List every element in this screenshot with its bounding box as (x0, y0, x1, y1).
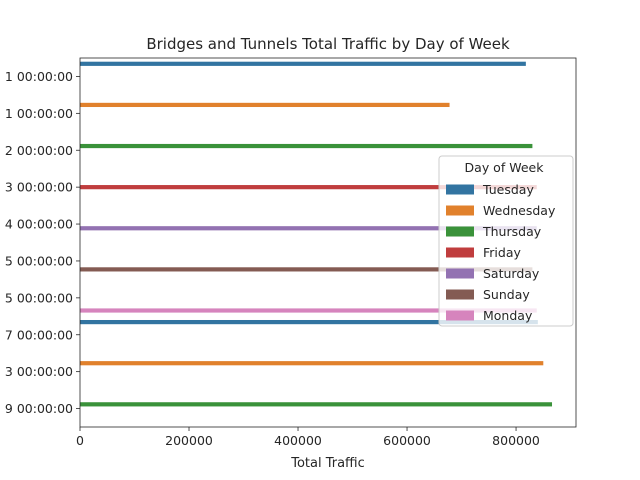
y-axis-ticks: 1 00:00:00 1 00:00:00 2 00:00:00 3 00:00:00… (5, 69, 80, 416)
x-tick-label: 800000 (492, 433, 540, 448)
x-tick-label: 600000 (383, 433, 431, 448)
bar-thursday-2 (80, 402, 553, 407)
x-tick-label: 400000 (274, 433, 322, 448)
bar-monday-1 (80, 308, 537, 313)
legend-swatch-friday (446, 247, 474, 258)
y-tick-label: 2 00:00:00 (5, 143, 73, 158)
bar-wednesday-1 (80, 102, 450, 108)
x-tick-label: 200000 (165, 433, 213, 448)
legend-label-sunday: Sunday (483, 287, 530, 302)
bar-wednesday-2 (80, 361, 544, 366)
x-axis-ticks: 0 200000 400000 600000 800000 (76, 427, 540, 448)
legend-label-tuesday: Tuesday (482, 182, 534, 197)
legend-label-wednesday: Wednesday (483, 203, 556, 218)
legend-label-saturday: Saturday (483, 266, 540, 281)
legend-swatch-wednesday (446, 205, 474, 216)
y-tick-label: 3 00:00:00 (5, 364, 73, 379)
bar-sunday-1 (80, 267, 533, 272)
legend-label-friday: Friday (483, 245, 521, 260)
bar-friday-1 (80, 185, 537, 190)
x-tick-label: 0 (76, 433, 84, 448)
chart-title: Bridges and Tunnels Total Traffic by Day… (146, 35, 510, 53)
bars-group (80, 61, 553, 407)
bar-tuesday-2 (80, 319, 538, 325)
legend: Day of Week Tuesday Wednesday Thursday Frid… (438, 155, 574, 327)
x-axis-title: Total Traffic (290, 456, 365, 471)
y-tick-label: 9 00:00:00 (5, 401, 73, 416)
y-tick-label: 5 00:00:00 (5, 253, 73, 268)
legend-swatch-sunday (446, 289, 474, 300)
y-tick-label: 1 00:00:00 (5, 106, 73, 121)
bar-saturday-1 (80, 226, 537, 231)
legend-swatch-monday (446, 310, 474, 321)
legend-swatch-tuesday (446, 184, 474, 195)
legend-title: Day of Week (465, 160, 545, 175)
bar-tuesday-1 (80, 61, 526, 66)
legend-items: Tuesday Wednesday Thursday Friday Saturday Su… (446, 182, 556, 323)
plot-frame (79, 57, 577, 428)
legend-frame (438, 155, 574, 327)
y-tick-label: 4 00:00:00 (5, 217, 73, 232)
legend-swatch-thursday (446, 226, 474, 237)
legend-label-monday: Monday (483, 308, 533, 323)
legend-label-thursday: Thursday (482, 224, 542, 239)
y-tick-label: 5 00:00:00 (5, 290, 73, 305)
y-tick-label: 3 00:00:00 (5, 180, 73, 195)
legend-swatch-saturday (446, 268, 474, 279)
y-tick-label: 7 00:00:00 (5, 327, 73, 342)
y-tick-label: 1 00:00:00 (5, 69, 73, 84)
bar-thursday-1 (80, 143, 533, 149)
